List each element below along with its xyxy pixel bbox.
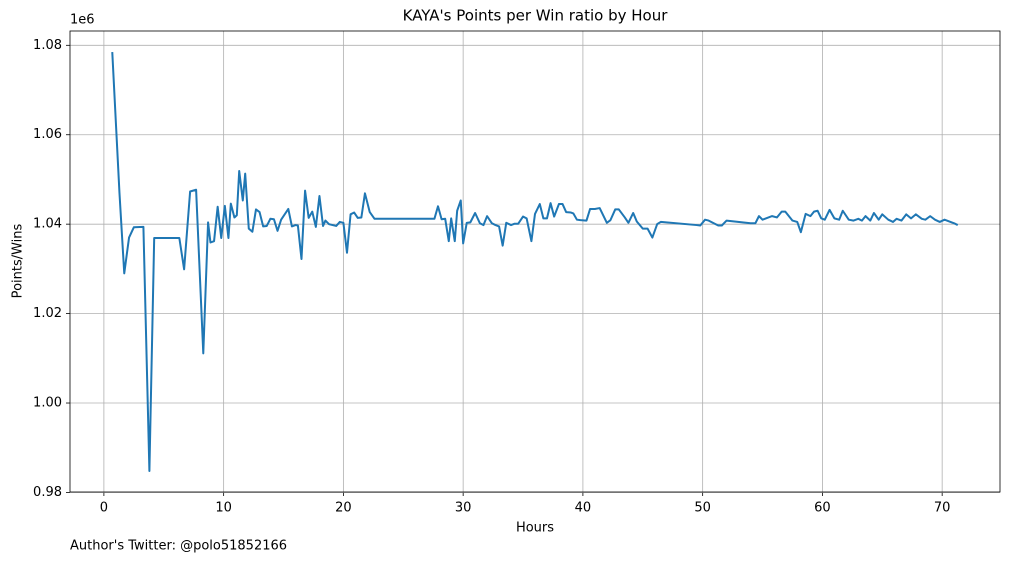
y-tick-label: 1.00 xyxy=(33,396,62,411)
x-tick-label: 30 xyxy=(455,501,472,516)
x-tick-label: 20 xyxy=(335,501,352,516)
y-tick-label: 1.02 xyxy=(33,306,62,321)
y-offset-label: 1e6 xyxy=(70,13,95,28)
x-tick-label: 60 xyxy=(814,501,831,516)
x-tick-label: 70 xyxy=(934,501,951,516)
x-axis-label: Hours xyxy=(516,521,554,536)
data-line xyxy=(111,51,959,472)
y-axis-label: Points/Wins xyxy=(11,223,26,298)
x-tick-label: 50 xyxy=(694,501,711,516)
y-tick-label: 0.98 xyxy=(33,485,62,500)
y-tick-label: 1.04 xyxy=(33,217,62,232)
x-tick-label: 10 xyxy=(215,501,232,516)
x-tick-label: 0 xyxy=(100,501,108,516)
x-tick-label: 40 xyxy=(575,501,592,516)
y-tick-label: 1.06 xyxy=(33,127,62,142)
footnote: Author's Twitter: @polo51852166 xyxy=(70,539,287,554)
plot-frame xyxy=(69,30,1001,493)
y-tick-label: 1.08 xyxy=(33,38,62,53)
chart-title: KAYA's Points per Win ratio by Hour xyxy=(403,7,669,25)
